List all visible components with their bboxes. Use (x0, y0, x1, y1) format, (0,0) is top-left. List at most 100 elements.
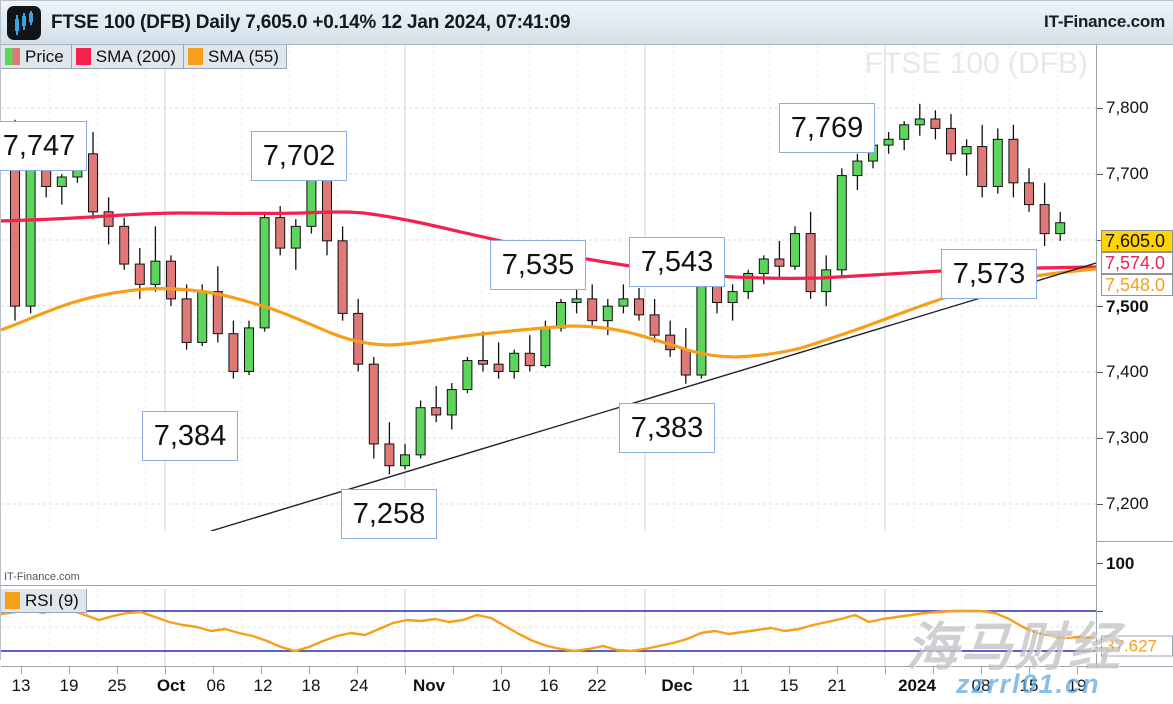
callout-7383[interactable]: 7,383 (619, 403, 715, 453)
candle (602, 305, 613, 322)
xtick-dec: Dec (661, 676, 693, 695)
last-price-badge[interactable]: 7,605.0 (1101, 230, 1173, 252)
candle (25, 160, 36, 307)
candle (821, 269, 832, 293)
xtick-25: 25 (107, 676, 127, 695)
callout-7535[interactable]: 7,535 (490, 240, 586, 290)
candle (134, 263, 145, 285)
plot-rsi-divider-area (1, 531, 1096, 589)
candle (805, 233, 816, 293)
candle (1039, 204, 1050, 235)
xtick-10: 10 (491, 676, 511, 695)
callout-7543[interactable]: 7,543 (629, 237, 725, 287)
callout-7747[interactable]: 7,747 (0, 121, 87, 171)
candle (228, 333, 239, 372)
sma55-value-badge[interactable]: 7,548.0 (1101, 274, 1173, 296)
sma200-value-badge[interactable]: 7,574.0 (1101, 252, 1173, 274)
candle (384, 443, 395, 467)
candle (259, 217, 270, 329)
xtick-06: 06 (206, 676, 226, 695)
callout-value: 7,769 (790, 111, 864, 144)
callout-7384[interactable]: 7,384 (142, 411, 238, 461)
candle (493, 363, 504, 372)
callout-value: 7,543 (640, 245, 714, 278)
xtick-24: 24 (349, 676, 369, 695)
candle (119, 225, 130, 265)
candle (509, 352, 520, 372)
xtick-08: 08 (971, 676, 991, 695)
candle (587, 298, 598, 322)
callout-value: 7,384 (153, 419, 227, 452)
xtick-oct: Oct (156, 676, 186, 695)
candle (290, 225, 301, 249)
candle (618, 298, 629, 307)
candle (696, 280, 707, 376)
rsi-plot-svg (1, 589, 1096, 666)
xtick-19: 19 (59, 676, 79, 695)
candle (914, 118, 925, 126)
candle (743, 272, 754, 293)
rsi-line (1, 607, 1096, 653)
callout-value: 7,747 (2, 129, 76, 162)
candle (244, 327, 254, 372)
ytick-7500: 7,500 (1106, 297, 1149, 316)
candle (977, 146, 988, 187)
candle (400, 454, 410, 467)
candle (212, 291, 223, 335)
candle (1055, 222, 1066, 235)
candle (680, 349, 691, 376)
candle (431, 407, 442, 416)
candle (883, 138, 894, 146)
legend-label-sma55: SMA (55) (208, 46, 279, 66)
legend-item-sma200[interactable]: SMA (200) (71, 45, 185, 69)
candle (275, 217, 286, 249)
xtick-2024: 2024 (898, 676, 936, 695)
rsi-legend[interactable]: RSI (9) (1, 589, 87, 613)
legend-label-sma200: SMA (200) (95, 46, 177, 66)
candle (197, 291, 208, 343)
provider-watermark: IT-Finance.com (4, 571, 80, 583)
date-axis[interactable]: 13 19 25 Oct 06 12 18 24 Nov 10 16 22 (1, 666, 1173, 704)
rsi-value-badge[interactable]: 37.627 (1101, 635, 1173, 657)
chart-area: FTSE 100 (DFB) (0, 45, 1173, 704)
ytick-7300: 7,300 (1106, 428, 1149, 447)
xtick-16: 16 (539, 676, 559, 695)
callout-7702[interactable]: 7,702 (251, 131, 347, 181)
candle (540, 327, 551, 367)
xtick-12: 12 (253, 676, 273, 695)
candle (634, 298, 644, 316)
candle (992, 138, 1003, 187)
price-axis[interactable]: 7,800 7,700 7,605.0 7,574.0 7,548.0 7,50… (1096, 45, 1173, 666)
candle (478, 360, 488, 365)
candle (166, 260, 176, 300)
candle (961, 146, 972, 155)
candle (88, 153, 98, 213)
rsi-legend-label: RSI (9) (25, 590, 79, 610)
candle (524, 352, 535, 367)
candle (930, 118, 941, 129)
callout-7769[interactable]: 7,769 (779, 103, 875, 153)
xtick-19b: 19 (1067, 676, 1087, 695)
candle (1008, 138, 1019, 184)
callout-value: 7,383 (630, 411, 704, 444)
rsi-plot[interactable]: RSI (9) (1, 589, 1096, 666)
candle (774, 258, 785, 267)
candle (368, 363, 379, 445)
candle (10, 153, 20, 307)
callout-7258[interactable]: 7,258 (341, 489, 437, 539)
candle (415, 407, 426, 456)
rsi-swatch-icon (5, 592, 20, 609)
candle (571, 298, 582, 304)
callout-7573[interactable]: 7,573 (941, 249, 1037, 299)
price-plot[interactable]: FTSE 100 (DFB) (1, 45, 1096, 531)
candle (649, 314, 660, 336)
series-legend: Price SMA (200) SMA (55) (1, 45, 287, 69)
window-title: FTSE 100 (DFB) Daily 7,605.0 +0.14% 12 J… (51, 11, 571, 33)
candle (446, 389, 457, 416)
candle (727, 291, 738, 304)
legend-item-sma55[interactable]: SMA (55) (184, 45, 287, 69)
trendline (210, 262, 1096, 531)
ytick-7800: 7,800 (1106, 98, 1149, 117)
brand-label: IT-Finance.com (1044, 12, 1165, 31)
legend-item-price[interactable]: Price (1, 45, 72, 69)
